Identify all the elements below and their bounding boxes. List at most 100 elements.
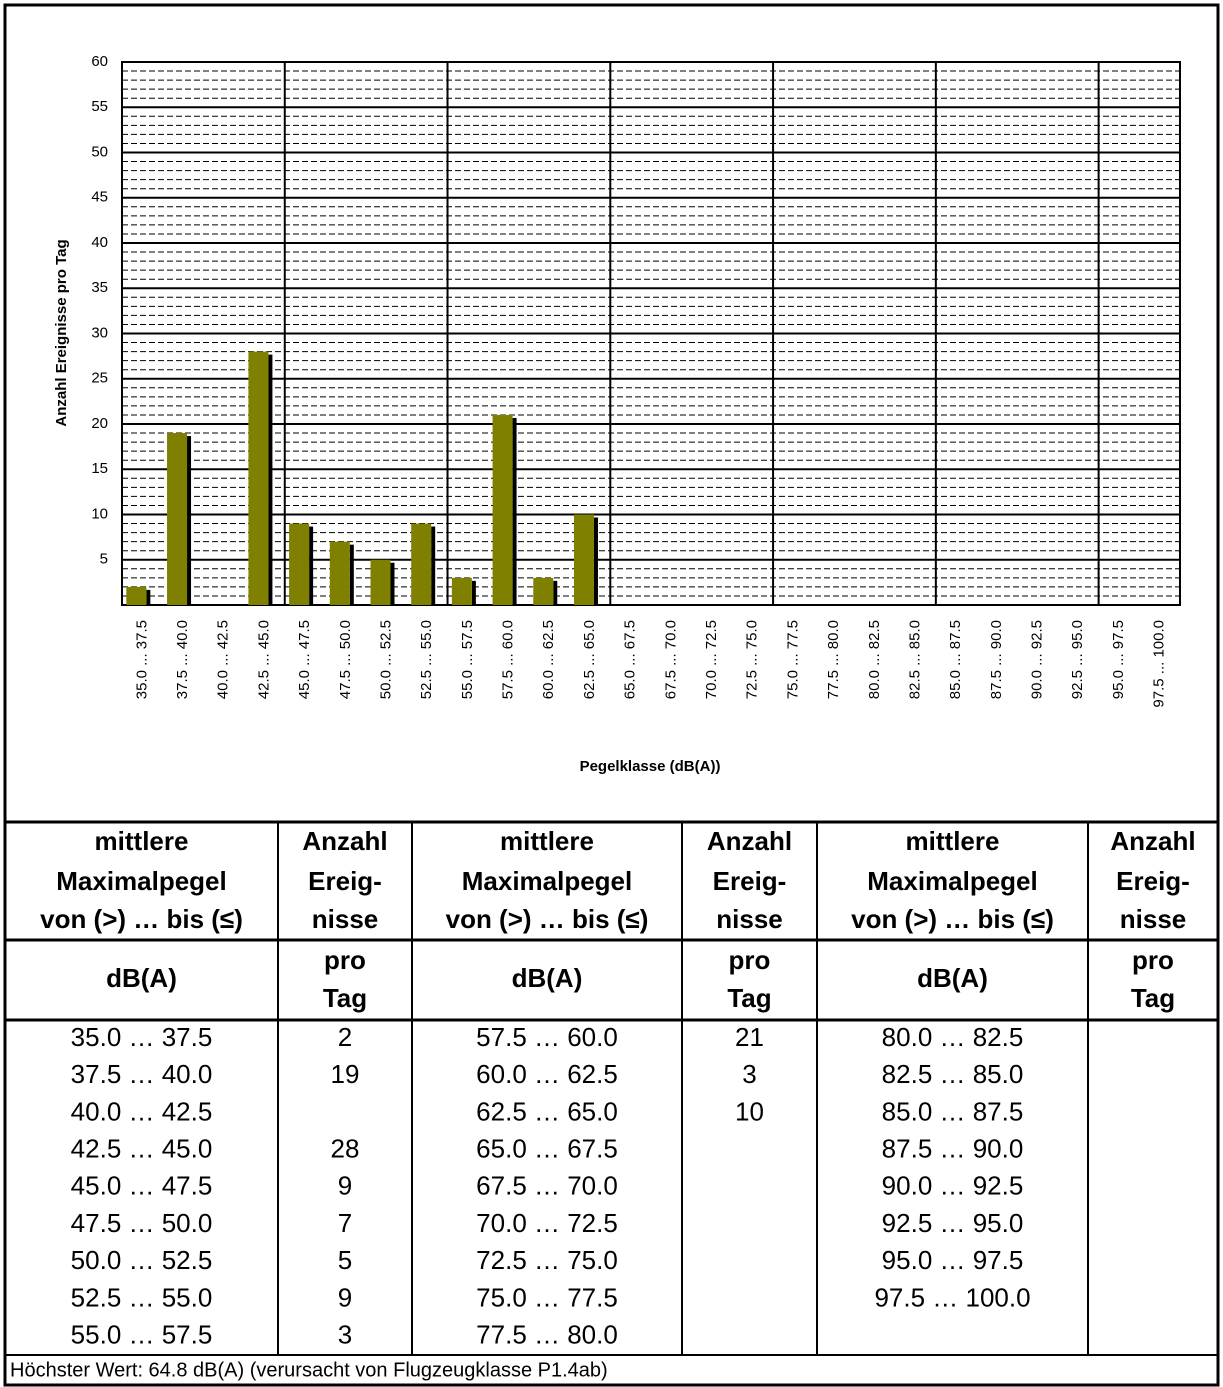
data-cell: 70.0 … 72.5	[476, 1208, 618, 1238]
x-tick-label: 72.5 ... 75.0	[744, 620, 761, 699]
x-tick-label: 52.5 ... 55.0	[418, 620, 435, 699]
header-cell: von (>) … bis (≤)	[40, 904, 243, 934]
y-tick-label: 60	[91, 53, 108, 70]
unit-cell: pro	[1132, 945, 1174, 975]
data-cell: 50.0 … 52.5	[71, 1245, 213, 1275]
unit-cell: Tag	[1131, 983, 1175, 1013]
data-cell: 97.5 … 100.0	[874, 1282, 1030, 1312]
bar-shadow	[593, 517, 598, 605]
header-cell: von (>) … bis (≤)	[851, 904, 1054, 934]
header-cell: nisse	[1120, 904, 1187, 934]
bar	[126, 586, 147, 605]
bar-shadow	[512, 417, 517, 605]
x-tick-label: 35.0 ... 37.5	[133, 620, 150, 699]
data-cell: 47.5 … 50.0	[71, 1208, 213, 1238]
data-cell: 95.0 … 97.5	[882, 1245, 1024, 1275]
header-cell: Maximalpegel	[867, 866, 1038, 896]
bar	[411, 523, 432, 605]
x-axis-label: Pegelklasse (dB(A))	[580, 758, 721, 775]
y-tick-label: 30	[91, 324, 108, 341]
header-cell: Anzahl	[302, 826, 387, 856]
y-tick-label: 5	[100, 551, 108, 568]
data-cell: 92.5 … 95.0	[882, 1208, 1024, 1238]
bar-shadow	[471, 580, 476, 605]
x-tick-label: 37.5 ... 40.0	[174, 620, 191, 699]
x-tick-label: 47.5 ... 50.0	[337, 620, 354, 699]
data-cell: 28	[331, 1133, 360, 1163]
unit-cell: Tag	[323, 983, 367, 1013]
bar	[533, 577, 554, 605]
unit-cell: dB(A)	[106, 963, 177, 993]
x-tick-label: 87.5 ... 90.0	[988, 620, 1005, 699]
data-cell: 52.5 … 55.0	[71, 1282, 213, 1312]
x-tick-label: 50.0 ... 52.5	[377, 620, 394, 699]
header-cell: mittlere	[906, 826, 1000, 856]
data-cell: 80.0 … 82.5	[882, 1022, 1024, 1052]
data-cell: 82.5 … 85.0	[882, 1059, 1024, 1089]
data-cell: 77.5 … 80.0	[476, 1319, 618, 1349]
bar-shadow	[187, 436, 192, 605]
header-cell: von (>) … bis (≤)	[446, 904, 649, 934]
bar	[492, 414, 513, 605]
data-cell: 37.5 … 40.0	[71, 1059, 213, 1089]
data-cell: 21	[735, 1022, 764, 1052]
unit-cell: Tag	[727, 983, 771, 1013]
header-cell: nisse	[312, 904, 379, 934]
bar-shadow	[349, 544, 354, 605]
data-cell: 75.0 … 77.5	[476, 1282, 618, 1312]
data-cell: 57.5 … 60.0	[476, 1022, 618, 1052]
bar	[451, 577, 472, 605]
x-tick-label: 92.5 ... 95.0	[1069, 620, 1086, 699]
x-tick-label: 90.0 ... 92.5	[1029, 620, 1046, 699]
data-cell: 85.0 … 87.5	[882, 1096, 1024, 1126]
data-cell: 10	[735, 1096, 764, 1126]
bar-shadow	[146, 589, 151, 605]
x-tick-label: 40.0 ... 42.5	[215, 620, 232, 699]
x-tick-label: 97.5 ... 100.0	[1151, 620, 1168, 708]
y-tick-label: 15	[91, 460, 108, 477]
x-tick-label: 67.5 ... 70.0	[662, 620, 679, 699]
data-cell: 3	[338, 1319, 352, 1349]
y-tick-label: 50	[91, 143, 108, 160]
x-tick-label: 82.5 ... 85.0	[906, 620, 923, 699]
y-tick-label: 25	[91, 370, 108, 387]
data-cell: 62.5 … 65.0	[476, 1096, 618, 1126]
header-cell: Maximalpegel	[56, 866, 227, 896]
bar-shadow	[553, 580, 558, 605]
bar	[248, 351, 269, 605]
x-tick-label: 42.5 ... 45.0	[255, 620, 272, 699]
data-cell: 7	[338, 1208, 352, 1238]
header-cell: Anzahl	[1110, 826, 1195, 856]
y-axis-label: Anzahl Ereignisse pro Tag	[53, 239, 70, 426]
footer: Höchster Wert: 64.8 dB(A) (verursacht vo…	[10, 1359, 608, 1381]
y-tick-label: 35	[91, 279, 108, 296]
data-cell: 5	[338, 1245, 352, 1275]
y-tick-label: 45	[91, 189, 108, 206]
x-tick-label: 55.0 ... 57.5	[459, 620, 476, 699]
data-cell: 35.0 … 37.5	[71, 1022, 213, 1052]
frame	[3, 3, 1220, 1387]
header-cell: Maximalpegel	[462, 866, 633, 896]
data-cell: 2	[338, 1022, 352, 1052]
y-tick-label: 55	[91, 98, 108, 115]
data-cell: 40.0 … 42.5	[71, 1096, 213, 1126]
unit-cell: pro	[729, 945, 771, 975]
bar	[329, 541, 350, 605]
unit-cell: dB(A)	[917, 963, 988, 993]
header-cell: Ereig-	[713, 866, 787, 896]
bar	[289, 523, 310, 605]
bar-shadow	[390, 562, 395, 605]
bar-shadow	[268, 354, 273, 605]
y-tick-label: 10	[91, 505, 108, 522]
header-cell: mittlere	[500, 826, 594, 856]
header-cell: Anzahl	[707, 826, 792, 856]
x-tick-label: 85.0 ... 87.5	[947, 620, 964, 699]
header-cell: mittlere	[95, 826, 189, 856]
data-cell: 9	[338, 1282, 352, 1312]
bar-shadow	[309, 526, 314, 605]
x-tick-label: 65.0 ... 67.5	[622, 620, 639, 699]
data-cell: 9	[338, 1171, 352, 1201]
plot-border	[121, 61, 1181, 606]
header-cell: nisse	[716, 904, 783, 934]
